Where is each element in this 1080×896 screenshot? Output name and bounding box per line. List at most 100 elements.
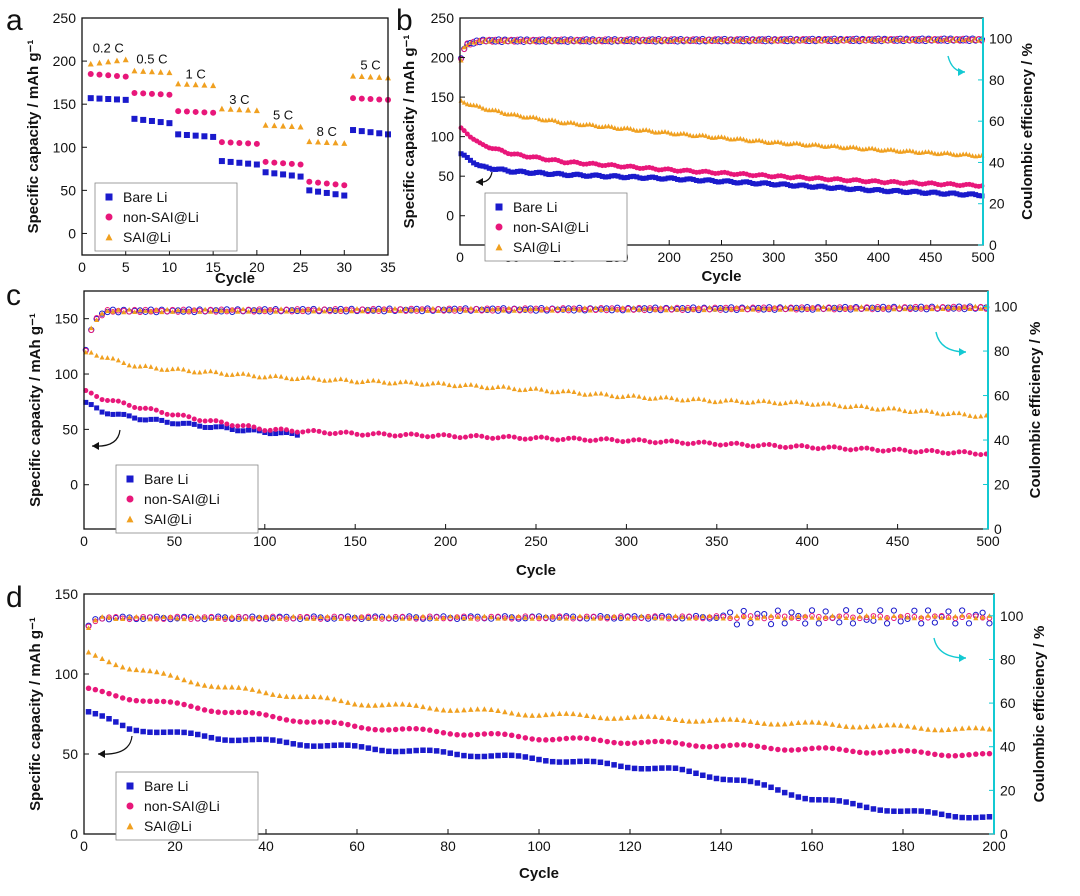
y2-tick-label: 100 [989, 31, 1013, 47]
data-point-2 [631, 714, 638, 720]
ce-point-2 [311, 308, 317, 314]
data-point-2 [652, 395, 658, 401]
data-point-1 [669, 438, 675, 444]
legend-box [484, 192, 628, 262]
ce-point-2 [755, 305, 761, 311]
data-point-1 [556, 736, 563, 742]
data-point-2 [590, 713, 597, 720]
data-point-0 [83, 399, 89, 405]
ce-point-2 [278, 306, 284, 312]
data-point-2 [609, 124, 615, 129]
data-point-2 [283, 693, 290, 699]
data-point-2 [183, 81, 190, 87]
data-point-1 [317, 719, 324, 725]
y-tick-label: 250 [431, 10, 455, 26]
ce-point-2 [576, 307, 582, 313]
data-point-0 [154, 729, 160, 736]
legend-label: non-SAI@Li [123, 209, 199, 225]
ce-point-2 [544, 305, 550, 311]
data-point-2 [370, 377, 376, 383]
ce-point-2 [300, 307, 306, 313]
x-axis-label: Cycle [519, 865, 559, 882]
data-point-0 [775, 182, 781, 188]
data-point-0 [543, 758, 549, 764]
data-point-0 [543, 171, 549, 177]
x-tick-label: 120 [618, 838, 642, 854]
y-tick-label: 100 [55, 366, 79, 382]
data-point-2 [816, 719, 822, 725]
data-point-0 [218, 158, 225, 165]
data-point-0 [624, 764, 631, 771]
ce-point-2 [517, 305, 523, 311]
data-point-0 [719, 179, 724, 185]
data-point-0 [584, 173, 590, 179]
data-point-2 [414, 381, 420, 386]
ce-point-2 [720, 615, 726, 621]
data-point-0 [653, 175, 659, 181]
data-point-0 [201, 733, 208, 739]
data-point-0 [963, 192, 969, 198]
ce-point-2 [120, 616, 126, 622]
data-point-2 [408, 379, 414, 385]
ce-point-2 [980, 614, 986, 620]
c-rate-label: 0.2 C [93, 40, 124, 55]
ce-point-0 [727, 609, 734, 616]
data-point-2 [229, 372, 235, 377]
y-tick-label: 100 [431, 129, 455, 145]
data-point-0 [413, 747, 419, 754]
c-rate-label: 5 C [273, 108, 293, 123]
data-point-0 [675, 176, 681, 182]
data-point-0 [290, 741, 297, 747]
data-point-2 [154, 669, 160, 675]
data-point-2 [925, 726, 931, 732]
data-point-0 [119, 722, 126, 729]
data-point-1 [945, 753, 952, 759]
ce-point-2 [208, 616, 214, 621]
data-point-2 [300, 375, 306, 381]
data-point-0 [317, 743, 324, 749]
ce-point-2 [348, 308, 355, 314]
ce-point-2 [440, 615, 447, 620]
x-tick-label: 140 [709, 838, 733, 854]
ce-point-2 [352, 613, 358, 619]
data-point-0 [133, 727, 140, 734]
legend-label: non-SAI@Li [144, 491, 220, 507]
data-point-1 [457, 435, 463, 441]
data-point-2 [727, 716, 733, 722]
ce-point-2 [506, 305, 512, 311]
ce-point-2 [672, 613, 679, 618]
data-point-2 [538, 386, 544, 392]
data-point-2 [659, 714, 665, 720]
ce-point-2 [929, 306, 935, 312]
data-point-2 [857, 146, 863, 151]
ce-point-2 [587, 307, 593, 313]
data-point-2 [693, 718, 699, 724]
data-point-2 [556, 710, 563, 716]
data-point-2 [249, 686, 256, 692]
data-point-2 [783, 400, 789, 406]
data-point-2 [140, 667, 146, 673]
ce-point-2 [386, 308, 393, 314]
data-point-2 [253, 107, 260, 114]
data-point-2 [327, 377, 333, 383]
data-point-0 [536, 169, 542, 175]
data-point-0 [215, 736, 221, 742]
data-point-1 [918, 449, 924, 455]
data-point-0 [570, 758, 576, 765]
data-point-2 [740, 136, 746, 142]
data-point-2 [440, 707, 447, 713]
data-point-1 [701, 439, 707, 445]
data-point-0 [929, 189, 935, 195]
data-point-1 [658, 439, 664, 445]
ce-point-2 [747, 615, 754, 621]
data-point-0 [580, 173, 586, 179]
data-point-0 [727, 777, 733, 783]
data-point-1 [597, 737, 604, 744]
data-point-2 [343, 377, 349, 382]
data-point-2 [174, 674, 181, 680]
ce-point-2 [618, 615, 624, 620]
data-point-1 [387, 432, 393, 438]
ce-point-2 [556, 615, 563, 621]
ce-point-2 [441, 306, 447, 311]
data-point-1 [529, 736, 535, 742]
